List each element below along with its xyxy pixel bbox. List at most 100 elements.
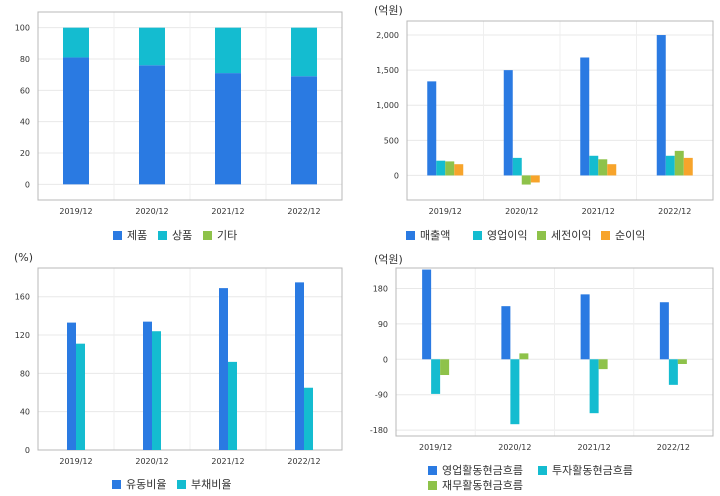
product-mix-plot-frame bbox=[37, 11, 343, 201]
legend-item-goods: 상품 bbox=[158, 227, 192, 243]
legend-swatch-goods bbox=[158, 230, 167, 240]
ratio-ytick-label: 120 bbox=[15, 331, 30, 340]
income-chart: 0 500 1,000 1,500 2,000 2019/12 2020/12 2021/12… bbox=[376, 20, 714, 216]
income-bar bbox=[683, 157, 693, 176]
income-plot-frame bbox=[406, 20, 714, 201]
income-bar bbox=[674, 150, 684, 176]
legend-item-financing-cf: 재무활동현금흐름 bbox=[428, 477, 523, 493]
cashflow-xtick-label: 2019/12 bbox=[419, 443, 452, 452]
cashflow-legend: 영업활동현금흐름 투자활동현금흐름 재무활동현금흐름 bbox=[360, 462, 720, 496]
income-xtick-label: 2019/12 bbox=[429, 207, 462, 216]
cashflow-ytick-label: 90 bbox=[378, 320, 388, 329]
legend-swatch-net-income bbox=[601, 230, 610, 240]
ratio-xtick-label: 2022/12 bbox=[287, 457, 320, 466]
income-bar bbox=[589, 155, 599, 176]
legend-swatch-current-ratio bbox=[112, 479, 121, 489]
legend-item-debt-ratio: 부채비율 bbox=[177, 476, 231, 492]
cashflow-xtick-label: 2021/12 bbox=[578, 443, 611, 452]
ratio-chart: 0 40 80 120 160 2019/12 2020/12 2021/12 2022/12 bbox=[15, 267, 343, 466]
income-bar bbox=[665, 155, 675, 176]
product-mix-bar bbox=[139, 27, 165, 66]
legend-item-operating-income: 영업이익 bbox=[473, 227, 527, 243]
legend-swatch-debt-ratio bbox=[177, 479, 186, 489]
income-bar bbox=[607, 164, 617, 176]
income-bar bbox=[598, 159, 608, 176]
income-bar bbox=[512, 157, 522, 176]
income-bar bbox=[530, 175, 540, 183]
legend-item-revenue: 매출액 bbox=[406, 227, 450, 243]
ratio-bar bbox=[143, 321, 152, 450]
income-ytick-label: 1,500 bbox=[376, 66, 399, 75]
product-mix-ytick-label: 80 bbox=[20, 55, 30, 64]
income-ytick-label: 2,000 bbox=[376, 31, 399, 40]
product-mix-bar bbox=[215, 73, 241, 185]
income-bar bbox=[454, 164, 464, 176]
ratio-xtick-label: 2021/12 bbox=[211, 457, 244, 466]
ratio-legend: 유동비율 부채비율 bbox=[0, 476, 360, 494]
legend-item-other: 기타 bbox=[203, 227, 237, 243]
ratio-bar bbox=[219, 288, 228, 450]
legend-swatch-pretax-income bbox=[537, 230, 546, 240]
product-mix-ytick-label: 100 bbox=[15, 24, 30, 33]
product-mix-xtick-label: 2019/12 bbox=[59, 207, 92, 216]
product-mix-ytick-label: 0 bbox=[25, 180, 30, 189]
legend-swatch-operating-cf bbox=[428, 465, 437, 475]
cashflow-bar bbox=[440, 359, 450, 376]
legend-item-investing-cf: 투자활동현금흐름 bbox=[538, 462, 633, 478]
ratio-ytick-label: 0 bbox=[25, 446, 30, 455]
ratio-ytick-label: 80 bbox=[20, 369, 30, 378]
ratio-xtick-label: 2019/12 bbox=[59, 457, 92, 466]
cashflow-unit-label: (억원) bbox=[374, 253, 403, 266]
cashflow-bar bbox=[422, 269, 432, 360]
product-mix-bar bbox=[215, 27, 241, 74]
income-bar bbox=[521, 175, 531, 185]
income-xtick-label: 2022/12 bbox=[658, 207, 691, 216]
ratio-bar bbox=[67, 322, 76, 450]
income-bar bbox=[580, 57, 590, 176]
product-mix-legend: 제품 상품 기타 bbox=[0, 227, 360, 245]
legend-label-pretax-income: 세전이익 bbox=[551, 229, 592, 242]
cashflow-bar bbox=[431, 359, 441, 394]
cashflow-bar bbox=[598, 359, 608, 370]
legend-swatch-products bbox=[113, 230, 122, 240]
product-mix-xtick-label: 2021/12 bbox=[211, 207, 244, 216]
cashflow-ytick-label: 180 bbox=[373, 284, 388, 293]
product-mix-xtick-label: 2022/12 bbox=[287, 207, 320, 216]
legend-swatch-investing-cf bbox=[538, 465, 547, 475]
income-bar bbox=[427, 81, 437, 176]
legend-label-current-ratio: 유동비율 bbox=[126, 478, 167, 491]
income-bar bbox=[656, 35, 666, 176]
legend-swatch-operating-income bbox=[473, 230, 482, 240]
legend-label-goods: 상품 bbox=[172, 229, 193, 242]
product-mix-ytick-label: 40 bbox=[20, 118, 30, 127]
cashflow-chart: -180 -90 0 90 180 2019/12 2020/12 2021/12 2022/1… bbox=[370, 267, 714, 452]
legend-label-net-income: 순이익 bbox=[615, 229, 646, 242]
income-xtick-label: 2021/12 bbox=[582, 207, 615, 216]
legend-label-operating-income: 영업이익 bbox=[487, 229, 528, 242]
ratio-bar bbox=[76, 343, 85, 450]
legend-label-revenue: 매출액 bbox=[420, 229, 451, 242]
legend-swatch-financing-cf bbox=[428, 480, 437, 490]
legend-item-net-income: 순이익 bbox=[601, 227, 645, 243]
ratio-bar bbox=[295, 282, 304, 450]
income-bar bbox=[503, 70, 513, 176]
ratio-bar bbox=[228, 361, 237, 450]
cashflow-bar bbox=[519, 353, 529, 360]
legend-swatch-other bbox=[203, 230, 212, 240]
legend-item-current-ratio: 유동비율 bbox=[112, 476, 166, 492]
legend-item-pretax-income: 세전이익 bbox=[537, 227, 591, 243]
ratio-bar bbox=[304, 387, 313, 450]
income-ytick-label: 1,000 bbox=[376, 101, 399, 110]
ratio-bar bbox=[152, 331, 161, 450]
product-mix-bar bbox=[63, 57, 89, 185]
legend-label-investing-cf: 투자활동현금흐름 bbox=[552, 464, 633, 477]
cashflow-plot-frame bbox=[395, 267, 714, 437]
income-xtick-label: 2020/12 bbox=[505, 207, 538, 216]
legend-label-debt-ratio: 부채비율 bbox=[191, 478, 232, 491]
product-mix-ytick-label: 20 bbox=[20, 149, 30, 158]
ratio-ytick-label: 40 bbox=[20, 408, 30, 417]
income-legend: 매출액 영업이익 세전이익 순이익 bbox=[360, 227, 720, 245]
cashflow-bar bbox=[659, 302, 669, 360]
legend-swatch-revenue bbox=[406, 230, 415, 240]
legend-label-other: 기타 bbox=[217, 229, 238, 242]
